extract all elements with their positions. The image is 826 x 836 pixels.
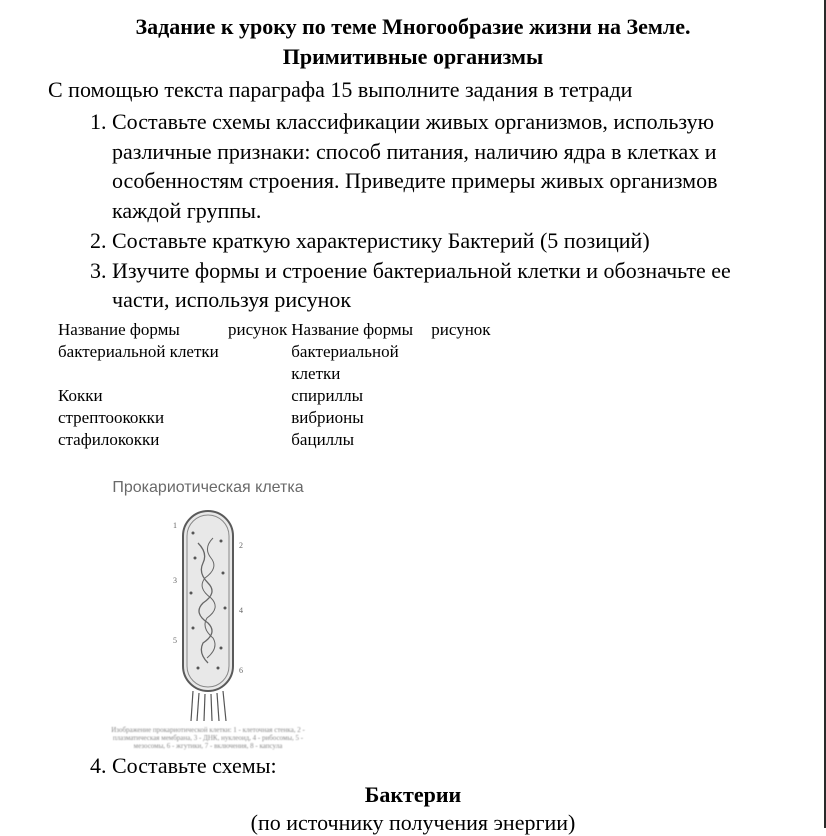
scheme-title: Бактерии: [48, 782, 778, 808]
figure-title: Прокариотическая клетка: [98, 479, 318, 497]
task-item-3: Изучите формы и строение бактериальной к…: [112, 256, 778, 315]
task-item-1: Составьте схемы классификации живых орга…: [112, 107, 778, 226]
document-title: Задание к уроку по теме Многообразие жиз…: [48, 12, 778, 71]
header-pic-1: рисунок: [228, 319, 291, 385]
cell-left-pic-3: [228, 429, 291, 451]
task-item-4: Составьте схемы:: [112, 751, 778, 781]
intro-text: С помощью текста параграфа 15 выполните …: [48, 75, 778, 105]
cell-left-pic-1: [228, 385, 291, 407]
scheme-subtitle: (по источнику получения энергии): [48, 810, 778, 836]
cell-right-1: спириллы: [291, 385, 431, 407]
cell-left-pic-2: [228, 407, 291, 429]
task-item-2: Составьте краткую характеристику Бактери…: [112, 226, 778, 256]
cell-right-pic-1: [431, 385, 494, 407]
table-header-row: Название формы бактериальной клетки рису…: [58, 319, 495, 385]
title-line-2: Примитивные организмы: [283, 44, 543, 69]
prokaryote-figure: Прокариотическая клетка 1 2 3 4 5 6 Изоб…: [98, 479, 318, 750]
svg-text:5: 5: [173, 636, 177, 645]
svg-text:2: 2: [239, 541, 243, 550]
cell-left-2: стрептоококки: [58, 407, 228, 429]
forms-table-wrap: Название формы бактериальной клетки рису…: [58, 319, 778, 452]
header-name-2: Название формы бактериальной клетки: [291, 319, 431, 385]
cell-right-3: бациллы: [291, 429, 431, 451]
svg-text:6: 6: [239, 666, 243, 675]
cell-right-pic-3: [431, 429, 494, 451]
cell-left-3: стафилококки: [58, 429, 228, 451]
task-list: Составьте схемы классификации живых орга…: [48, 107, 778, 315]
task-list-cont: Составьте схемы:: [48, 751, 778, 781]
cell-right-pic-2: [431, 407, 494, 429]
forms-table: Название формы бактериальной клетки рису…: [58, 319, 495, 452]
svg-text:3: 3: [173, 576, 177, 585]
header-pic-2: рисунок: [431, 319, 494, 385]
prokaryote-cell-icon: 1 2 3 4 5 6: [153, 503, 263, 723]
table-row: Кокки спириллы: [58, 385, 495, 407]
header-name-1: Название формы бактериальной клетки: [58, 319, 228, 385]
table-row: стрептоококки вибрионы: [58, 407, 495, 429]
title-line-1: Задание к уроку по теме Многообразие жиз…: [136, 14, 691, 39]
cell-left-1: Кокки: [58, 385, 228, 407]
cell-right-2: вибрионы: [291, 407, 431, 429]
figure-caption: Изображение прокариотической клетки: 1 -…: [98, 727, 318, 750]
svg-text:1: 1: [173, 521, 177, 530]
table-row: стафилококки бациллы: [58, 429, 495, 451]
svg-text:4: 4: [239, 606, 243, 615]
